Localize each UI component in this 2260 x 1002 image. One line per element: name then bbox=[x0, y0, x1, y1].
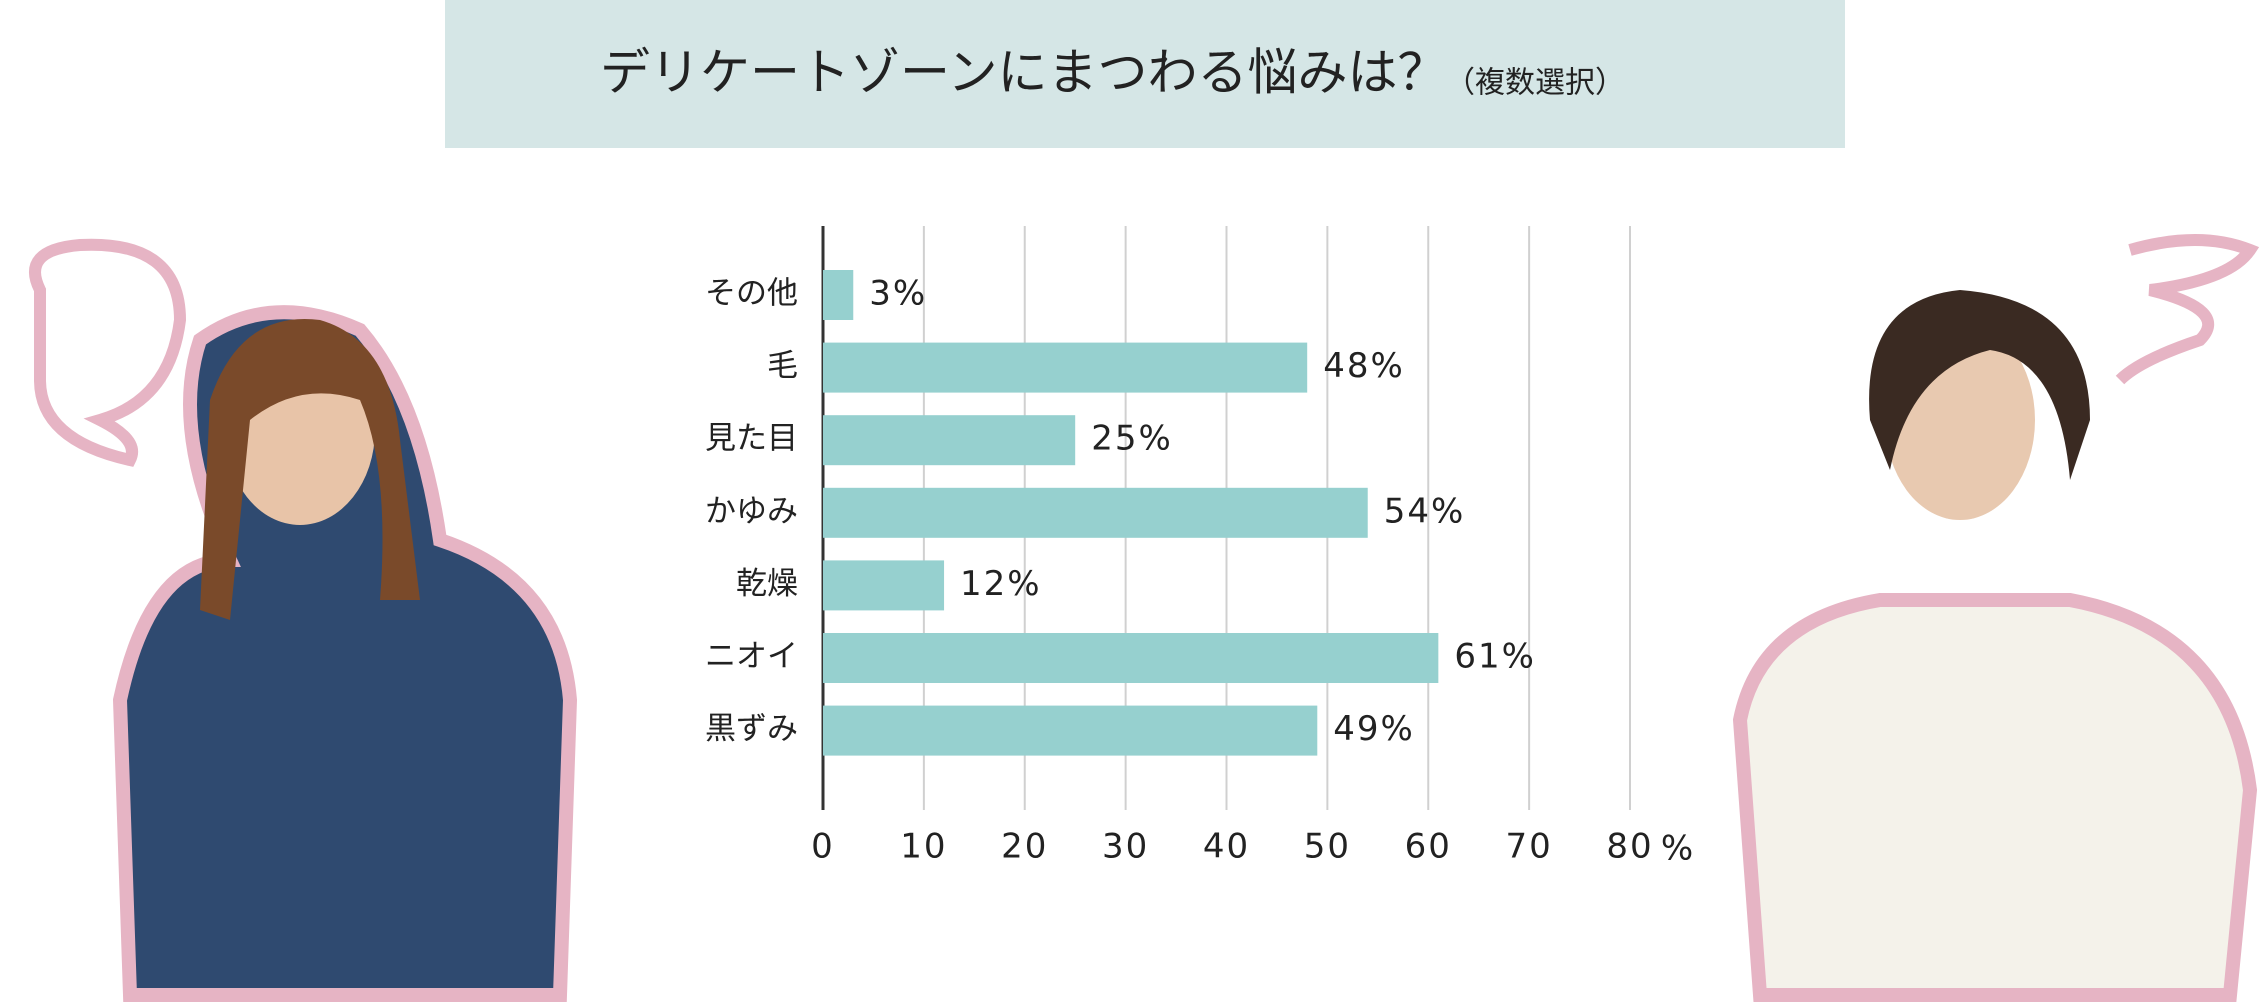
y-tick-label: 毛 bbox=[767, 348, 798, 384]
person-left bbox=[29, 238, 578, 1002]
value-label: 12% bbox=[960, 564, 1042, 604]
bar bbox=[823, 487, 1368, 538]
y-tick-label: 見た目 bbox=[705, 421, 798, 457]
value-label: 3% bbox=[869, 274, 927, 314]
value-label: 61% bbox=[1454, 637, 1536, 677]
y-tick-label: 黒ずみ bbox=[705, 711, 798, 747]
bar bbox=[823, 705, 1318, 756]
value-label: 25% bbox=[1091, 419, 1173, 459]
bar bbox=[823, 633, 1439, 683]
value-label: 49% bbox=[1333, 709, 1415, 749]
y-tick-label: かゆみ bbox=[705, 493, 798, 529]
x-tick-label: 30 bbox=[1102, 827, 1149, 867]
y-tick-label: ニオイ bbox=[705, 639, 798, 675]
chart-subtitle: （複数選択） bbox=[1445, 66, 1625, 101]
title-banner bbox=[445, 0, 1845, 148]
x-tick-label: 0 bbox=[811, 827, 835, 867]
value-label: 48% bbox=[1323, 346, 1405, 386]
bar bbox=[823, 270, 854, 320]
person-right bbox=[1732, 234, 2260, 1002]
x-tick-label: 20 bbox=[1001, 827, 1048, 867]
chart-title: デリケートゾーンにまつわる悩みは？ bbox=[600, 44, 1448, 102]
value-label: 54% bbox=[1384, 491, 1466, 531]
x-tick-label: 70 bbox=[1505, 827, 1552, 867]
bar bbox=[823, 560, 945, 611]
bar bbox=[823, 415, 1076, 466]
x-tick-label: 40 bbox=[1203, 827, 1250, 867]
x-tick-label: 50 bbox=[1304, 827, 1351, 867]
x-axis-unit: % bbox=[1661, 829, 1695, 869]
x-tick-label: 10 bbox=[900, 827, 947, 867]
y-tick-label: 乾燥 bbox=[736, 566, 798, 602]
x-tick-label: 60 bbox=[1405, 827, 1452, 867]
x-tick-label: 80 bbox=[1606, 827, 1653, 867]
y-tick-label: その他 bbox=[705, 276, 798, 312]
bar bbox=[823, 342, 1308, 393]
